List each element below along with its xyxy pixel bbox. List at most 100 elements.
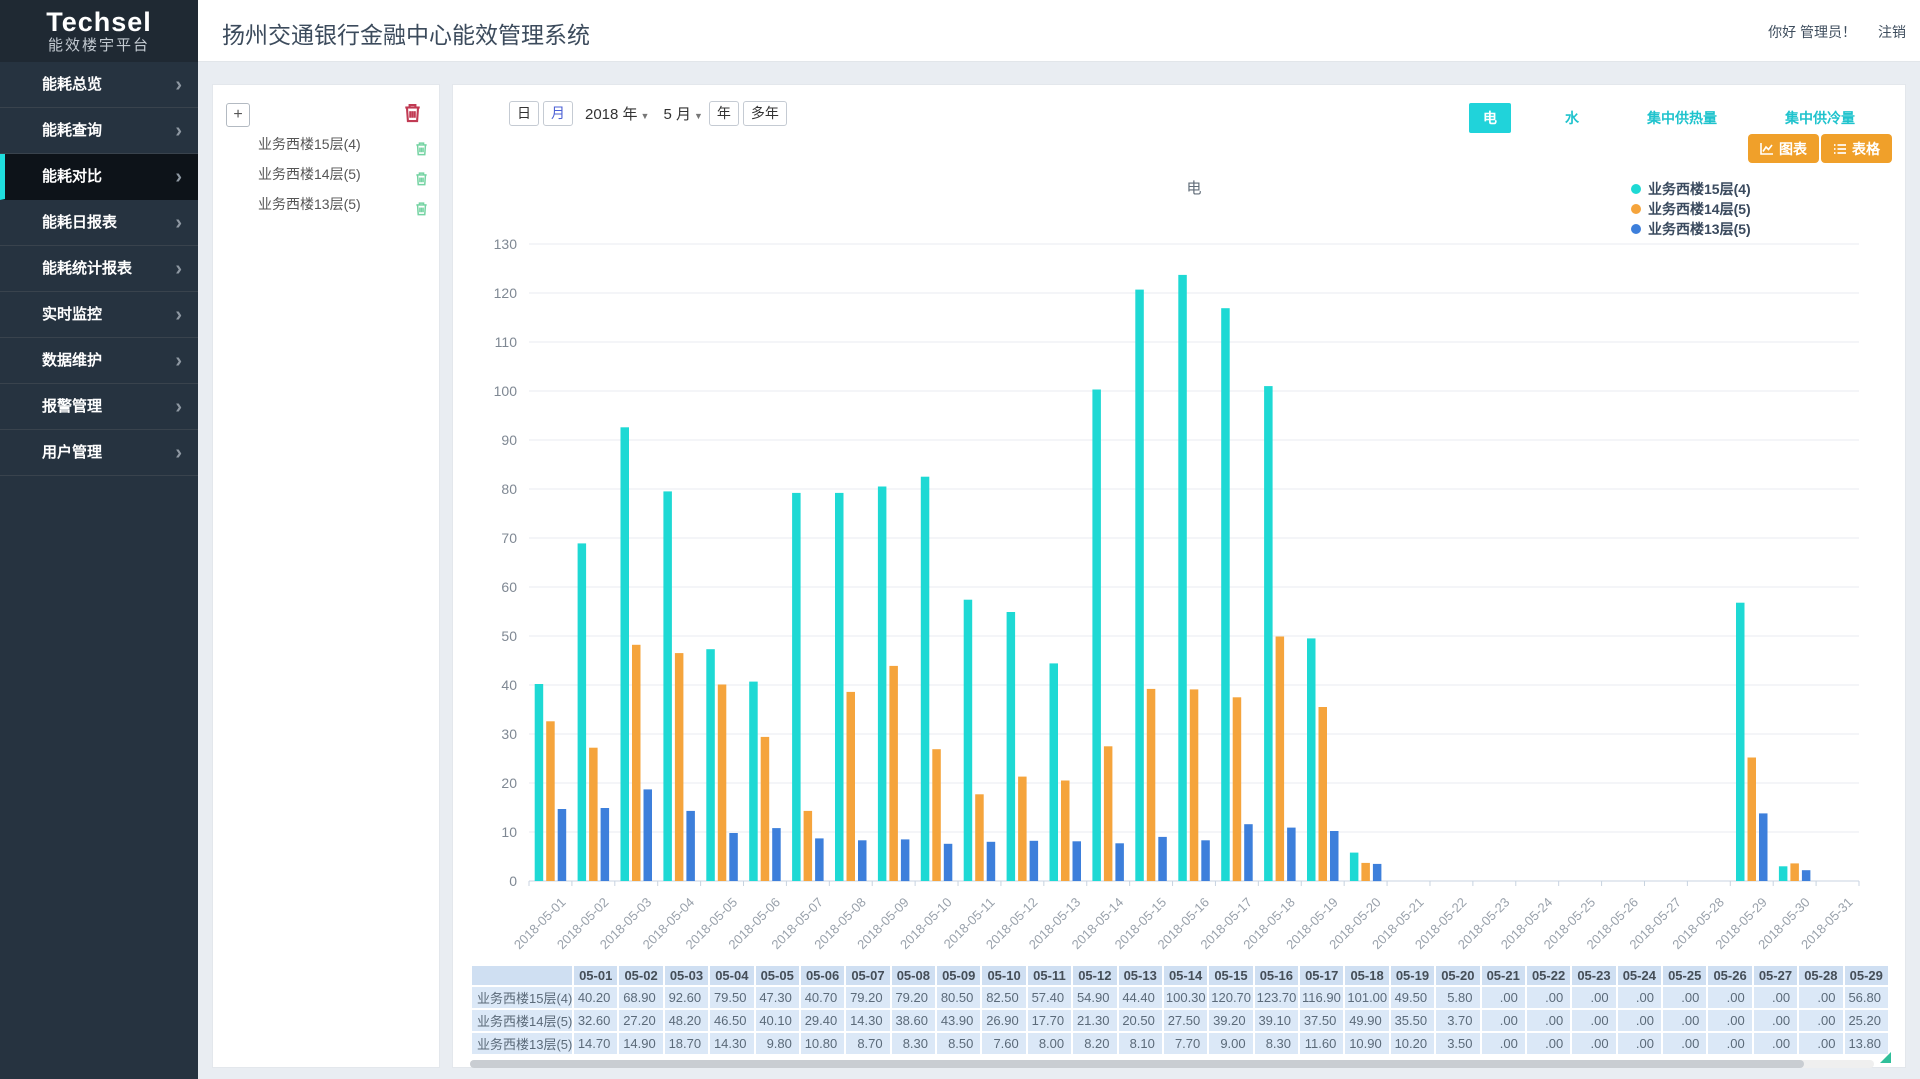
table-header-row: 05-01 05-02 05-03 05-04 05-05 05-06 05-07 05-08… <box>472 966 1888 985</box>
table-value-cell: 14.30 <box>710 1033 754 1054</box>
table-date-header: 05-11 <box>1027 966 1072 985</box>
bar <box>772 828 781 881</box>
sidebar-item-4[interactable]: 能耗日报表 › <box>0 200 198 246</box>
app-logo: Techsel 能效楼宇平台 <box>0 0 198 62</box>
sidebar-item-6[interactable]: 实时监控 › <box>0 292 198 338</box>
scrollbar-thumb[interactable] <box>470 1060 1804 1068</box>
svg-text:60: 60 <box>501 579 517 595</box>
selection-list-item[interactable]: 业务西楼13层(5) <box>213 189 439 219</box>
table-date-header: 05-09 <box>937 966 981 985</box>
table-value-cell: 14.30 <box>846 1010 890 1031</box>
sidebar-item-8[interactable]: 报警管理 › <box>0 384 198 430</box>
granularity-year-button[interactable]: 年 <box>708 100 739 126</box>
selection-list-item[interactable]: 业务西楼15层(4) <box>213 129 439 159</box>
table-value-cell: 40.70 <box>800 987 845 1008</box>
table-value-cell: .00 <box>1663 987 1707 1008</box>
table-value-cell: 3.70 <box>1436 1010 1480 1031</box>
bar-chart[interactable]: 0 10 20 30 40 50 60 70 80 90 100 110 120 130 2018-05-0… <box>453 195 1907 1000</box>
delete-all-icon[interactable] <box>402 102 423 128</box>
table-view-button[interactable]: 表格 <box>1821 134 1892 163</box>
bar <box>932 749 941 881</box>
sidebar-item-5[interactable]: 能耗统计报表 › <box>0 246 198 292</box>
bar <box>1103 746 1113 882</box>
bar <box>1747 757 1756 881</box>
table-value-cell: 40.10 <box>755 1010 799 1031</box>
table-date-header: 05-14 <box>1163 966 1208 985</box>
table-row-label: 业务西楼13层(5) <box>472 1033 572 1054</box>
table-value-cell: .00 <box>1753 1010 1798 1031</box>
table-value-cell: 13.80 <box>1844 1033 1888 1054</box>
table-value-cell: 116.90 <box>1300 987 1344 1008</box>
table-date-header: 05-29 <box>1844 966 1888 985</box>
energy-tab-1[interactable]: 电 <box>1469 103 1511 133</box>
bar <box>1244 824 1253 881</box>
granularity-month-button[interactable]: 月 <box>543 100 573 126</box>
table-value-cell: 92.60 <box>664 987 709 1008</box>
table-corner-cell <box>472 966 572 985</box>
legend-item[interactable]: 业务西楼13层(5) <box>1631 219 1751 239</box>
logout-link[interactable]: 注销 <box>1878 24 1906 40</box>
svg-text:70: 70 <box>501 530 517 546</box>
sidebar-item-7[interactable]: 数据维护 › <box>0 338 198 384</box>
bar <box>1790 863 1799 881</box>
energy-tab-2[interactable]: 水 <box>1565 110 1579 126</box>
bar <box>1778 866 1788 881</box>
selection-list-item[interactable]: 业务西楼14层(5) <box>213 159 439 189</box>
bar <box>1189 689 1199 881</box>
chevron-right-icon: › <box>175 304 182 326</box>
table-value-cell: 68.90 <box>619 987 663 1008</box>
table-date-header: 05-23 <box>1572 966 1616 985</box>
table-date-header: 05-16 <box>1254 966 1298 985</box>
year-dropdown[interactable]: 2018 年 ▼ <box>585 105 650 123</box>
table-row-label: 业务西楼14层(5) <box>472 1010 572 1031</box>
caret-down-icon: ▼ <box>640 110 650 121</box>
delete-item-icon[interactable] <box>414 136 429 166</box>
table-date-header: 05-02 <box>619 966 663 985</box>
table-value-cell: 7.70 <box>1163 1033 1208 1054</box>
add-selection-button[interactable]: + <box>226 103 250 127</box>
chart-view-button[interactable]: 图表 <box>1748 134 1819 163</box>
table-value-cell: 10.80 <box>800 1033 845 1054</box>
table-value-cell: 21.30 <box>1073 1010 1117 1031</box>
svg-text:40: 40 <box>501 677 517 693</box>
table-value-cell: 8.30 <box>891 1033 935 1054</box>
user-area: 你好 管理员！ 注销 <box>1746 22 1906 42</box>
chevron-right-icon: › <box>175 120 182 142</box>
svg-text:80: 80 <box>501 481 517 497</box>
bar <box>1201 840 1210 881</box>
legend-item[interactable]: 业务西楼15层(4) <box>1631 179 1751 199</box>
sidebar-item-9[interactable]: 用户管理 › <box>0 430 198 476</box>
bar <box>600 808 610 881</box>
selection-label: 业务西楼14层(5) <box>258 166 361 182</box>
bar <box>749 681 758 881</box>
granularity-multiyear-button[interactable]: 多年 <box>742 100 787 126</box>
table-value-cell: .00 <box>1799 1033 1843 1054</box>
bar <box>1029 840 1039 881</box>
sidebar-item-1[interactable]: 能耗总览 › <box>0 62 198 108</box>
delete-item-icon[interactable] <box>414 166 429 196</box>
sidebar-item-2[interactable]: 能耗查询 › <box>0 108 198 154</box>
energy-tab-3[interactable]: 集中供热量 <box>1647 110 1717 126</box>
bar <box>943 843 953 881</box>
legend-item[interactable]: 业务西楼14层(5) <box>1631 199 1751 219</box>
sidebar-nav: 能耗总览 › 能耗查询 › 能耗对比 › 能耗日报表 › 能耗统计报表 › 实时监控 › 数据维护 › 报警… <box>0 62 198 1079</box>
logo-subtitle: 能效楼宇平台 <box>47 37 150 54</box>
table-value-cell: 8.50 <box>937 1033 981 1054</box>
sidebar-item-3[interactable]: 能耗对比 › <box>0 154 198 200</box>
bar <box>1018 776 1027 881</box>
table-date-header: 05-13 <box>1118 966 1162 985</box>
table-value-cell: .00 <box>1572 1010 1616 1031</box>
svg-text:50: 50 <box>501 628 517 644</box>
chevron-right-icon: › <box>175 166 182 188</box>
granularity-day-button[interactable]: 日 <box>509 100 539 126</box>
sidebar-item-label: 能耗统计报表 <box>42 260 133 277</box>
bar <box>975 794 984 881</box>
delete-item-icon[interactable] <box>414 196 429 226</box>
energy-tab-4[interactable]: 集中供冷量 <box>1785 110 1855 126</box>
chart-panel: 日 月 2018 年 ▼ 5 月 ▼ 年 多年 电 水 集中供热量 集中供冷量 图表 表格… <box>452 84 1906 1068</box>
table-value-cell: .00 <box>1663 1033 1707 1054</box>
bar <box>663 491 672 881</box>
chart-title: 电 <box>1186 180 1202 197</box>
month-dropdown[interactable]: 5 月 ▼ <box>663 105 703 123</box>
table-value-cell: 27.20 <box>619 1010 663 1031</box>
